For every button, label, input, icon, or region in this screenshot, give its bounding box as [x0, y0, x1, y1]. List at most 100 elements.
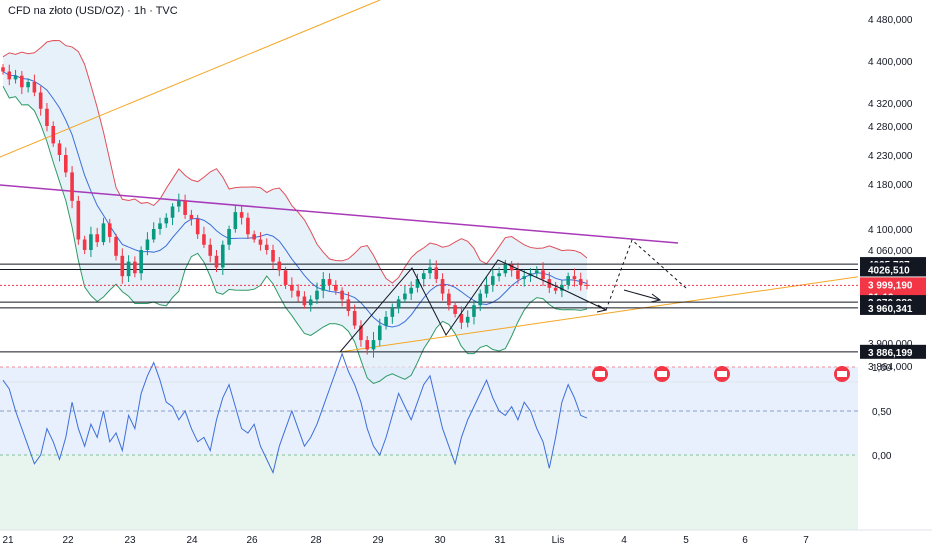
candle-body: [365, 340, 370, 350]
candle-body: [82, 239, 87, 250]
candle-body: [202, 234, 206, 245]
price-level-value: 3 886,199: [868, 348, 913, 359]
candle-body: [158, 223, 162, 229]
time-tick-label: 24: [186, 535, 198, 546]
price-tick-label: 4 280,000: [868, 122, 913, 133]
candle-body: [453, 305, 457, 314]
candle-body: [7, 71, 12, 80]
candle-body: [233, 212, 238, 229]
lower-band-line: [2, 85, 588, 384]
candle-body: [26, 82, 30, 88]
candle-body: [283, 270, 288, 285]
price-level-tag: [860, 300, 926, 315]
candle-body: [359, 325, 363, 341]
candle-body: [384, 316, 388, 326]
candle-body: [57, 143, 62, 155]
candle-body: [371, 340, 376, 350]
candle-body: [101, 223, 106, 243]
candle-body: [220, 244, 225, 268]
candle-body: [377, 325, 382, 341]
oscillator-tick-label: 0,00: [872, 451, 892, 462]
price-level-value: 4026,510: [868, 265, 910, 276]
price-tick-label: 4 060,000: [868, 246, 913, 257]
candle-body: [164, 217, 169, 224]
candle-body: [13, 75, 18, 80]
candle-body: [440, 279, 445, 294]
candle-body: [32, 82, 37, 93]
projection-arrow: [623, 289, 661, 301]
candle-body: [70, 172, 74, 201]
band-fill: [3, 40, 587, 384]
price-level-tag: [860, 344, 926, 359]
candle-body: [239, 212, 244, 218]
candle-body: [516, 270, 520, 280]
candle-body: [120, 255, 125, 277]
upper-band-line: [2, 40, 588, 284]
candle-body: [434, 267, 439, 280]
chart-title: CFD na złoto (USD/OZ) · 1h · TVC: [8, 5, 178, 17]
candle-body: [139, 250, 143, 274]
oscillator-line: [2, 352, 588, 475]
candle-body: [214, 255, 219, 268]
candle-body: [497, 273, 501, 277]
candle-body: [126, 261, 131, 277]
candle-body: [403, 293, 407, 300]
event-flag-stripe: [657, 371, 667, 377]
candle-body: [572, 276, 577, 280]
candle-body: [534, 270, 539, 274]
price-level-tag: [860, 262, 926, 277]
candle-body: [38, 92, 43, 109]
candle-body: [553, 287, 558, 291]
price-tick-label: 4 480,000: [868, 15, 913, 26]
projected-path: [605, 239, 687, 311]
candle-body: [183, 200, 187, 215]
price-tick-label: 4 400,000: [868, 57, 913, 68]
candle-body: [277, 261, 282, 271]
candle-body: [258, 239, 263, 245]
candle-body: [522, 276, 527, 280]
candle-body: [252, 234, 256, 240]
time-tick-label: 28: [310, 535, 322, 546]
oscillator-tick-label: 1,00: [872, 363, 892, 374]
rising-channel-line: [0, 0, 381, 158]
oversold-zone: [0, 455, 858, 530]
candle-body: [271, 250, 275, 262]
candle-body: [541, 270, 545, 280]
price-tick-label: 4 320,000: [868, 99, 913, 110]
candle-body: [208, 244, 213, 256]
time-tick-label: Lis: [552, 535, 565, 546]
zigzag-pattern: [339, 259, 607, 353]
candle-body: [447, 293, 451, 306]
price-tick-label: 4 230,000: [868, 151, 913, 162]
candle-body: [421, 273, 426, 280]
support-trend-line: [339, 265, 932, 353]
time-tick-label: 29: [372, 535, 384, 546]
candle-body: [415, 279, 420, 288]
candle-body: [63, 155, 68, 173]
candle-body: [264, 244, 269, 250]
time-tick-label: 6: [742, 535, 748, 546]
candle-body: [585, 284, 589, 286]
candle-body: [95, 234, 99, 243]
candle-body: [177, 200, 181, 207]
candle-body: [503, 264, 508, 274]
candle-body: [509, 264, 514, 271]
candle-body: [290, 284, 294, 291]
current-price-value: 3 999,190: [868, 280, 913, 291]
candle-body: [302, 296, 307, 306]
candle-body: [170, 206, 175, 218]
candle-body: [428, 267, 432, 274]
projection-arrowhead: [650, 293, 662, 303]
candle-body: [472, 305, 476, 317]
candle-body: [327, 279, 332, 285]
candle-body: [465, 316, 470, 323]
candle-body: [107, 223, 112, 237]
candle-body: [346, 299, 351, 312]
time-tick-label: 30: [434, 535, 446, 546]
candle-body: [189, 214, 194, 219]
candle-body: [45, 108, 49, 126]
candle-body: [308, 299, 313, 306]
event-flag-stripe: [717, 371, 727, 377]
